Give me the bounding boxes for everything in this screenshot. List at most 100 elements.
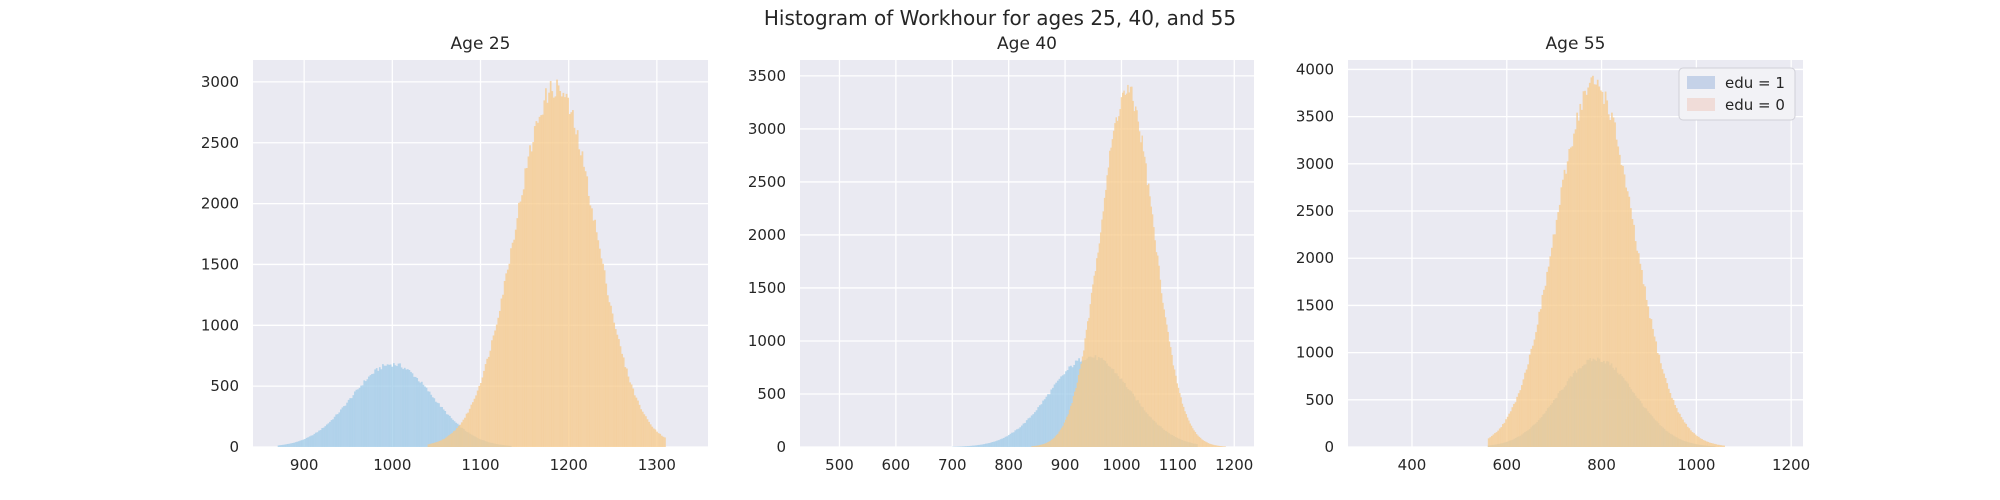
histogram-bin-edu0 xyxy=(1145,163,1147,447)
histogram-bin-edu0 xyxy=(1693,433,1695,447)
histogram-bin-edu0 xyxy=(592,220,595,447)
histogram-bin-edu1 xyxy=(1065,371,1067,447)
histogram-bin-edu0 xyxy=(1555,219,1558,447)
histogram-bin-edu0 xyxy=(1622,165,1624,447)
histogram-bin-edu0 xyxy=(1614,122,1616,447)
histogram-bin-edu0 xyxy=(437,441,439,447)
histogram-bin-edu1 xyxy=(406,369,409,447)
histogram-bars xyxy=(952,84,1226,447)
histogram-bin-edu0 xyxy=(1688,428,1691,447)
histogram-bin-edu0 xyxy=(459,424,462,447)
histogram-bin-edu1 xyxy=(1006,436,1009,447)
histogram-bin-edu0 xyxy=(1508,413,1511,447)
histogram-bin-edu1 xyxy=(417,381,420,447)
histogram-bin-edu1 xyxy=(410,371,412,447)
y-tick-label: 1000 xyxy=(201,316,239,334)
histogram-bin-edu1 xyxy=(316,432,319,447)
histogram-bin-edu1 xyxy=(397,363,400,447)
histogram-bin-edu1 xyxy=(1063,374,1066,447)
histogram-bin-edu0 xyxy=(1188,420,1190,447)
histogram-bin-edu0 xyxy=(603,270,606,447)
histogram-bin-edu0 xyxy=(1182,406,1185,447)
histogram-bin-edu1 xyxy=(994,441,997,447)
histogram-bin-edu0 xyxy=(1109,150,1111,447)
histogram-bin-edu0 xyxy=(443,438,446,447)
histogram-bin-edu0 xyxy=(1541,294,1544,447)
histogram-bin-edu0 xyxy=(1137,121,1140,447)
histogram-bin-edu0 xyxy=(532,142,535,447)
histogram-bin-edu1 xyxy=(996,440,999,447)
histogram-bin-edu1 xyxy=(450,418,453,447)
histogram-bin-edu1 xyxy=(988,443,991,447)
histogram-bin-edu1 xyxy=(354,391,356,447)
histogram-bin-edu0 xyxy=(1516,396,1518,447)
histogram-bin-edu0 xyxy=(660,435,663,447)
histogram-bin-edu0 xyxy=(1154,240,1156,447)
histogram-bin-edu0 xyxy=(1611,112,1613,447)
histogram-bin-edu0 xyxy=(470,404,473,447)
histogram-bin-edu0 xyxy=(1669,393,1672,447)
histogram-bin-edu0 xyxy=(1558,204,1561,447)
histogram-bin-edu1 xyxy=(1048,394,1051,447)
histogram-bin-edu1 xyxy=(1012,432,1015,447)
histogram-bin-edu0 xyxy=(1644,286,1646,447)
histogram-bin-edu1 xyxy=(1009,433,1012,447)
legend-swatch xyxy=(1687,98,1715,111)
histogram-bin-edu0 xyxy=(1648,318,1651,447)
histogram-bin-edu0 xyxy=(1171,354,1173,447)
histogram-bin-edu0 xyxy=(1118,116,1120,447)
histogram-bin-edu1 xyxy=(986,443,989,447)
histogram-bin-edu0 xyxy=(1199,437,1202,447)
histogram-bin-edu0 xyxy=(1683,422,1686,447)
histogram-bin-edu0 xyxy=(1527,364,1530,447)
histogram-bin-edu0 xyxy=(1524,372,1526,447)
histogram-bin-edu0 xyxy=(1517,393,1520,447)
histogram-bin-edu0 xyxy=(1666,383,1669,447)
y-tick-label: 3000 xyxy=(1296,155,1334,173)
histogram-bin-edu1 xyxy=(963,446,966,447)
histogram-bin-edu0 xyxy=(1042,444,1045,447)
histogram-bin-edu0 xyxy=(499,310,501,447)
x-tick-label: 400 xyxy=(1398,456,1427,474)
histogram-bin-edu1 xyxy=(318,430,320,447)
histogram-bin-edu0 xyxy=(1120,97,1123,447)
histogram-bin-edu0 xyxy=(526,168,528,447)
histogram-bin-edu0 xyxy=(664,437,666,447)
histogram-bin-edu0 xyxy=(1563,169,1566,447)
histogram-bin-edu1 xyxy=(981,444,984,447)
histogram-bin-edu0 xyxy=(1123,90,1125,447)
x-tick-label: 1000 xyxy=(1677,456,1715,474)
histogram-bin-edu0 xyxy=(1628,196,1631,447)
histogram-bin-edu0 xyxy=(1630,208,1632,447)
histogram-bin-edu0 xyxy=(538,116,541,447)
histogram-bin-edu0 xyxy=(1112,130,1115,447)
histogram-bin-edu0 xyxy=(568,114,571,447)
histogram-bin-edu1 xyxy=(1045,396,1048,447)
histogram-bin-edu0 xyxy=(549,81,552,447)
histogram-bin-edu1 xyxy=(1032,414,1035,447)
histogram-bin-edu0 xyxy=(646,419,649,447)
histogram-bin-edu0 xyxy=(473,398,476,447)
histogram-bin-edu0 xyxy=(506,269,509,447)
histogram-bin-edu0 xyxy=(1633,224,1635,447)
histogram-bin-edu0 xyxy=(616,334,619,447)
histogram-bin-edu0 xyxy=(518,202,520,447)
histogram-bin-edu0 xyxy=(1207,443,1210,447)
histogram-bin-edu0 xyxy=(654,429,657,447)
histogram-bin-edu0 xyxy=(487,356,490,447)
histogram-bin-edu0 xyxy=(1720,445,1722,447)
histogram-bin-edu0 xyxy=(494,330,496,447)
histogram-bin-edu0 xyxy=(1506,416,1509,447)
histogram-bin-edu0 xyxy=(1574,129,1577,447)
histogram-bin-edu0 xyxy=(659,433,662,447)
histogram-bin-edu0 xyxy=(557,85,560,447)
histogram-bin-edu1 xyxy=(378,367,381,447)
histogram-bin-edu0 xyxy=(1607,114,1610,447)
histogram-bin-edu0 xyxy=(1106,175,1108,447)
histogram-bin-edu0 xyxy=(1535,332,1537,447)
histogram-bin-edu1 xyxy=(285,444,288,447)
histogram-bin-edu1 xyxy=(396,366,398,447)
histogram-bin-edu0 xyxy=(1049,440,1051,447)
